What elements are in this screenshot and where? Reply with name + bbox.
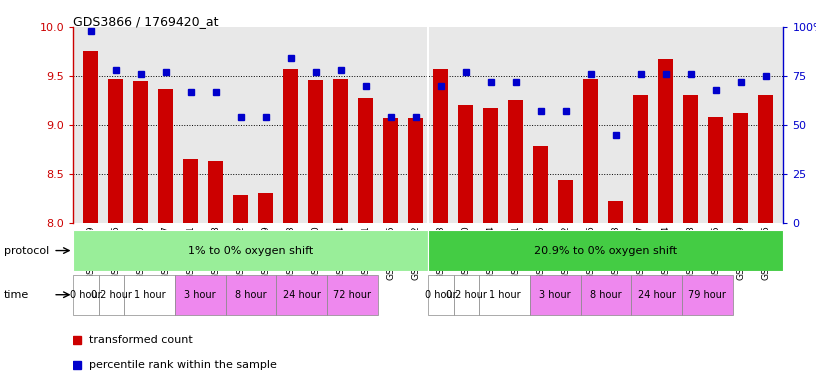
Bar: [454, 275, 479, 314]
Bar: [308, 80, 323, 223]
Text: 1% to 0% oxygen shift: 1% to 0% oxygen shift: [188, 245, 313, 256]
Text: 1 hour: 1 hour: [134, 290, 166, 300]
Bar: [158, 89, 174, 223]
Bar: [73, 275, 99, 314]
Bar: [479, 275, 530, 314]
Bar: [358, 98, 374, 223]
Bar: [283, 69, 299, 223]
Bar: [408, 118, 424, 223]
Bar: [508, 100, 523, 223]
Bar: [758, 95, 774, 223]
Bar: [632, 275, 682, 314]
Bar: [208, 161, 224, 223]
Text: 3 hour: 3 hour: [184, 290, 216, 300]
Bar: [558, 180, 574, 223]
Bar: [384, 118, 398, 223]
Text: 24 hour: 24 hour: [637, 290, 676, 300]
Bar: [682, 275, 733, 314]
Text: 3 hour: 3 hour: [539, 290, 571, 300]
Bar: [583, 79, 598, 223]
Bar: [683, 95, 698, 223]
Bar: [483, 108, 499, 223]
Text: 8 hour: 8 hour: [235, 290, 267, 300]
Bar: [334, 79, 348, 223]
Bar: [530, 275, 580, 314]
Bar: [134, 81, 149, 223]
Bar: [428, 275, 454, 314]
Text: protocol: protocol: [4, 245, 49, 256]
Text: transformed count: transformed count: [90, 335, 193, 345]
Bar: [459, 105, 473, 223]
Bar: [433, 69, 449, 223]
Text: 20.9% to 0% oxygen shift: 20.9% to 0% oxygen shift: [534, 245, 677, 256]
Bar: [734, 113, 748, 223]
Bar: [124, 275, 175, 314]
Bar: [73, 230, 428, 271]
Bar: [534, 146, 548, 223]
Bar: [259, 193, 273, 223]
Bar: [83, 51, 99, 223]
Bar: [109, 79, 123, 223]
Text: 1 hour: 1 hour: [489, 290, 521, 300]
Bar: [659, 59, 673, 223]
Bar: [633, 95, 649, 223]
Bar: [428, 230, 783, 271]
Text: 0.2 hour: 0.2 hour: [91, 290, 132, 300]
Text: 0.2 hour: 0.2 hour: [446, 290, 487, 300]
Bar: [708, 117, 723, 223]
Bar: [175, 275, 225, 314]
Text: GDS3866 / 1769420_at: GDS3866 / 1769420_at: [73, 15, 219, 28]
Text: 79 hour: 79 hour: [689, 290, 726, 300]
Bar: [327, 275, 378, 314]
Text: time: time: [4, 290, 29, 300]
Bar: [609, 201, 623, 223]
Bar: [99, 275, 124, 314]
Text: percentile rank within the sample: percentile rank within the sample: [90, 360, 277, 370]
Text: 72 hour: 72 hour: [334, 290, 371, 300]
Bar: [225, 275, 277, 314]
Bar: [580, 275, 632, 314]
Text: 24 hour: 24 hour: [282, 290, 321, 300]
Bar: [233, 195, 248, 223]
Text: 0 hour: 0 hour: [70, 290, 102, 300]
Bar: [184, 159, 198, 223]
Text: 8 hour: 8 hour: [590, 290, 622, 300]
Bar: [277, 275, 327, 314]
Text: 0 hour: 0 hour: [425, 290, 457, 300]
